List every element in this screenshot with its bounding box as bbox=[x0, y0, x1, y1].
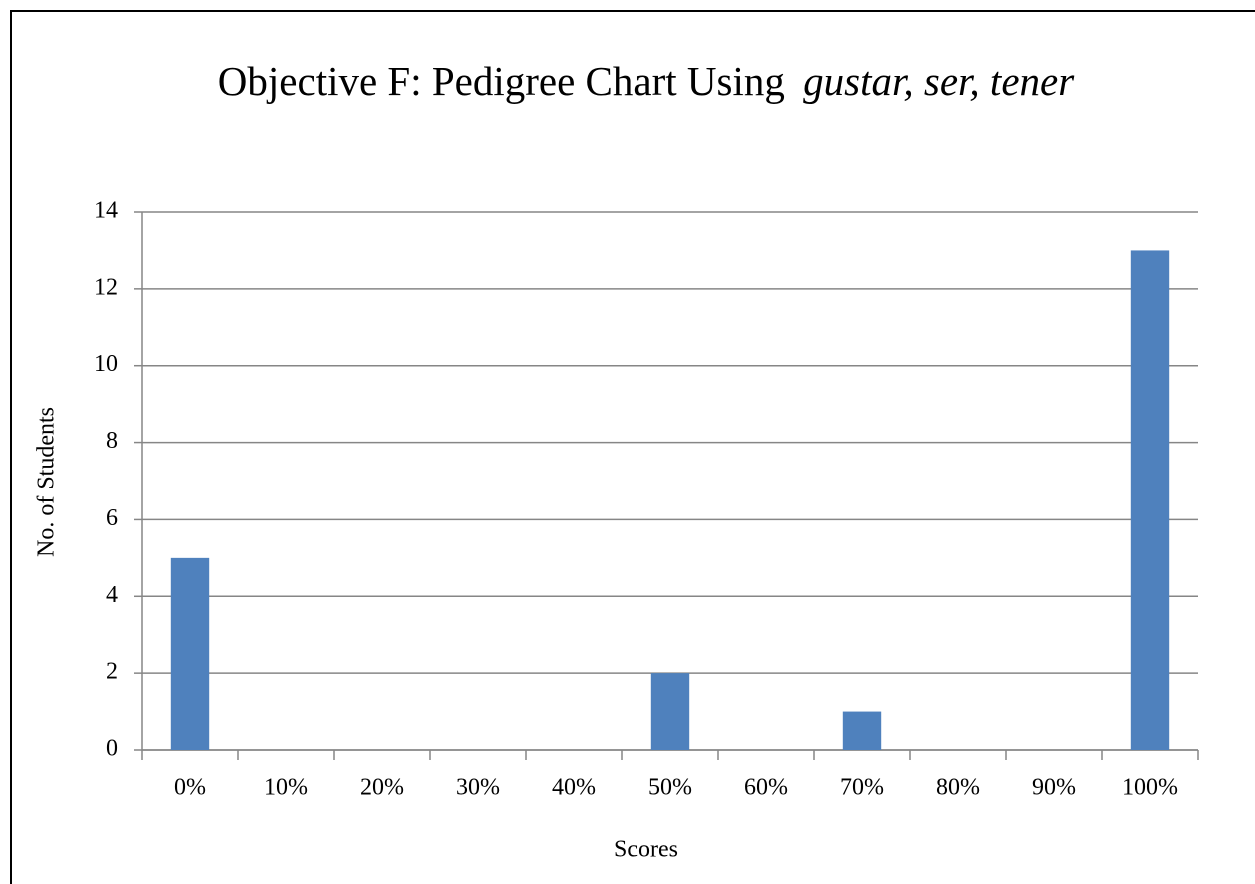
x-tick-label: 60% bbox=[744, 775, 788, 801]
x-tick-label: 50% bbox=[648, 775, 692, 801]
x-axis-label: Scores bbox=[614, 837, 678, 863]
bar bbox=[650, 673, 690, 750]
title-italic: gustar, ser, tener bbox=[803, 58, 1075, 104]
frame bbox=[10, 10, 1255, 884]
x-tick-label: 40% bbox=[552, 775, 596, 801]
x-tick-label: 0% bbox=[174, 775, 206, 801]
y-tick-label: 14 bbox=[94, 198, 118, 224]
x-tick-label: 80% bbox=[936, 775, 980, 801]
bar bbox=[842, 711, 882, 750]
chart-title: Objective F: Pedigree Chart Using gustar… bbox=[218, 58, 1075, 104]
y-tick-label: 6 bbox=[106, 505, 118, 531]
y-tick-label: 8 bbox=[106, 428, 118, 454]
y-tick-label: 10 bbox=[94, 351, 118, 377]
x-tick-label: 30% bbox=[456, 775, 500, 801]
x-tick-label: 70% bbox=[840, 775, 884, 801]
y-tick-label: 12 bbox=[94, 274, 118, 300]
y-tick-label: 2 bbox=[106, 659, 118, 685]
x-tick-label: 20% bbox=[360, 775, 404, 801]
x-tick-label: 90% bbox=[1032, 775, 1076, 801]
title-text: Objective F: Pedigree Chart Using bbox=[218, 58, 785, 104]
y-axis-label: No. of Students bbox=[34, 407, 60, 557]
x-tick-label: 100% bbox=[1122, 775, 1178, 801]
bar bbox=[1130, 250, 1170, 750]
y-tick-label: 4 bbox=[106, 582, 118, 608]
x-tick-label: 10% bbox=[264, 775, 308, 801]
bar bbox=[170, 557, 210, 750]
y-tick-label: 0 bbox=[106, 736, 118, 762]
